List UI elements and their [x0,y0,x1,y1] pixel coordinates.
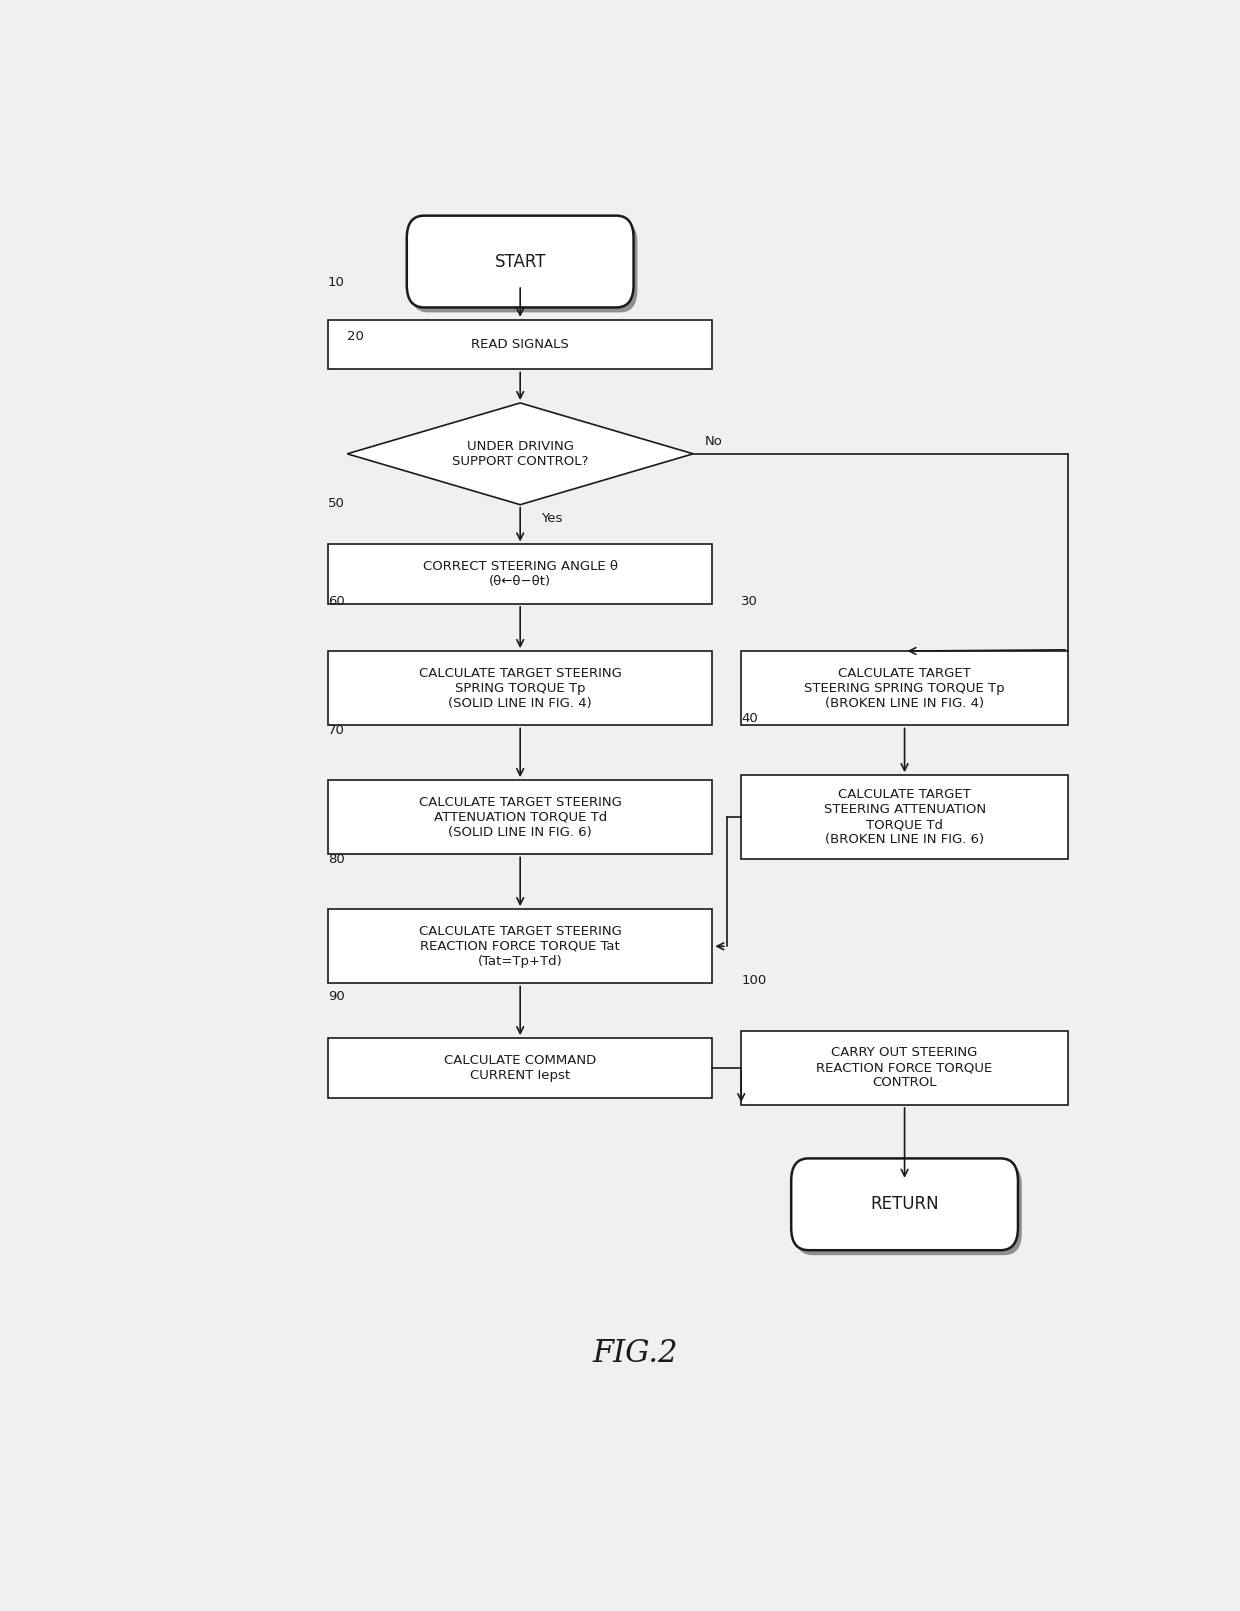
Text: CORRECT STEERING ANGLE θ
(θ←θ−θt): CORRECT STEERING ANGLE θ (θ←θ−θt) [423,561,618,588]
Text: 40: 40 [742,712,758,725]
Text: CALCULATE TARGET
STEERING SPRING TORQUE Tp
(BROKEN LINE IN FIG. 4): CALCULATE TARGET STEERING SPRING TORQUE … [805,667,1004,710]
Bar [327,651,713,725]
Text: 70: 70 [327,723,345,736]
Text: CARRY OUT STEERING
REACTION FORCE TORQUE
CONTROL: CARRY OUT STEERING REACTION FORCE TORQUE… [816,1047,993,1089]
Bar [327,780,713,854]
Text: Yes: Yes [542,512,563,525]
Bar [327,321,713,369]
Text: 30: 30 [742,594,758,607]
FancyBboxPatch shape [410,221,637,313]
Text: RETURN: RETURN [870,1195,939,1213]
Bar [742,775,1068,859]
Text: CALCULATE TARGET STEERING
ATTENUATION TORQUE Td
(SOLID LINE IN FIG. 6): CALCULATE TARGET STEERING ATTENUATION TO… [419,796,621,839]
Text: CALCULATE TARGET STEERING
SPRING TORQUE Tp
(SOLID LINE IN FIG. 4): CALCULATE TARGET STEERING SPRING TORQUE … [419,667,621,710]
Text: 20: 20 [347,330,365,343]
Text: UNDER DRIVING
SUPPORT CONTROL?: UNDER DRIVING SUPPORT CONTROL? [453,440,588,467]
Text: START: START [495,253,546,271]
Bar [742,651,1068,725]
Text: FIG.2: FIG.2 [593,1337,678,1369]
Text: CALCULATE TARGET STEERING
REACTION FORCE TORQUE Tat
(Tat=Tp+Td): CALCULATE TARGET STEERING REACTION FORCE… [419,925,621,968]
FancyBboxPatch shape [791,1158,1018,1250]
Bar [327,545,713,604]
Polygon shape [347,403,693,504]
Text: 100: 100 [742,975,766,988]
Bar [327,1037,713,1097]
Text: CALCULATE TARGET
STEERING ATTENUATION
TORQUE Td
(BROKEN LINE IN FIG. 6): CALCULATE TARGET STEERING ATTENUATION TO… [823,788,986,846]
Text: 90: 90 [327,991,345,1004]
FancyBboxPatch shape [407,216,634,308]
Text: READ SIGNALS: READ SIGNALS [471,338,569,351]
Text: No: No [704,435,723,448]
Text: 10: 10 [327,275,345,288]
Text: 50: 50 [327,496,345,509]
Bar [327,909,713,983]
Bar [742,1031,1068,1105]
Text: 60: 60 [327,594,345,607]
Text: 80: 80 [327,852,345,865]
FancyBboxPatch shape [795,1163,1022,1255]
Text: CALCULATE COMMAND
CURRENT Iepst: CALCULATE COMMAND CURRENT Iepst [444,1054,596,1083]
